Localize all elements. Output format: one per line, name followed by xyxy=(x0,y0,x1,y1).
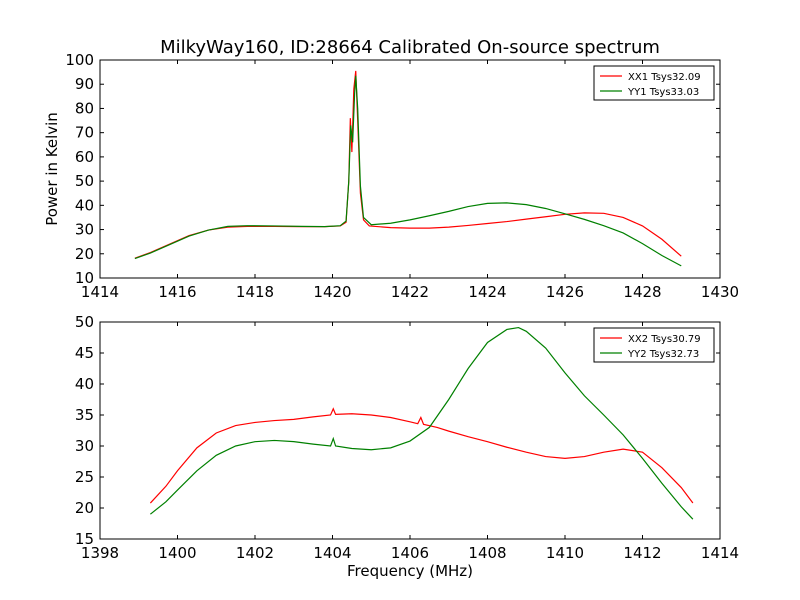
y-tick-label: 25 xyxy=(75,468,94,486)
x-tick-label: 1428 xyxy=(623,283,661,301)
y-tick-label: 90 xyxy=(75,75,94,93)
x-tick-label: 1402 xyxy=(236,544,274,562)
y-tick-label: 50 xyxy=(75,313,94,331)
top-panel: 1414 1416 1418 1420 1422 1424 1426 1428 1430 10 20… xyxy=(43,51,739,301)
legend-box xyxy=(593,327,715,363)
legend-label: YY2 Tsys32.73 xyxy=(627,349,699,360)
x-tick-label: 1410 xyxy=(546,544,584,562)
bottom-panel: 1398 1400 1402 1404 1406 1408 1410 1412 1414 15 20… xyxy=(75,313,739,580)
y-tick-label: 50 xyxy=(75,172,94,190)
x-tick-label: 1404 xyxy=(313,544,351,562)
x-tick-label: 1422 xyxy=(391,283,429,301)
x-tick-label: 1414 xyxy=(81,283,119,301)
legend: XX1 Tsys32.09 YY1 Tsys33.03 xyxy=(593,65,715,101)
x-tick-label: 1408 xyxy=(468,544,506,562)
y-tick-label: 45 xyxy=(75,344,94,362)
y-tick-label: 35 xyxy=(75,406,94,424)
y-tick-label: 15 xyxy=(75,530,94,548)
x-tick-label: 1426 xyxy=(546,283,584,301)
series-line-yy2 xyxy=(149,326,694,520)
x-tick-label: 1416 xyxy=(158,283,196,301)
x-tick-label: 1430 xyxy=(701,283,739,301)
legend-label: XX1 Tsys32.09 xyxy=(628,72,701,83)
y-tick-label: 40 xyxy=(75,375,94,393)
y-tick-label: 40 xyxy=(75,196,94,214)
x-tick-label: 1420 xyxy=(313,283,351,301)
y-tick-label: 30 xyxy=(75,437,94,455)
y-tick-label: 80 xyxy=(75,99,94,117)
y-tick-label: 30 xyxy=(75,221,94,239)
y-tick-label: 20 xyxy=(75,245,94,263)
x-axis-label: Frequency (MHz) xyxy=(347,562,473,580)
y-tick-label: 20 xyxy=(75,499,94,517)
legend-box xyxy=(593,65,715,101)
y-tick-label: 60 xyxy=(75,148,94,166)
x-tick-label: 1412 xyxy=(623,544,661,562)
legend: XX2 Tsys30.79 YY2 Tsys32.73 xyxy=(593,327,715,363)
y-tick-label: 10 xyxy=(75,269,94,287)
y-tick-label: 70 xyxy=(75,124,94,142)
series-line-xx2 xyxy=(149,407,694,504)
series-line-yy1 xyxy=(134,75,682,267)
x-tick-label: 1398 xyxy=(81,544,119,562)
x-tick-label: 1406 xyxy=(391,544,429,562)
y-tick-label: 100 xyxy=(65,51,94,69)
x-tick-label: 1400 xyxy=(158,544,196,562)
figure-title: MilkyWay160, ID:28664 Calibrated On-sour… xyxy=(160,37,660,58)
legend-label: YY1 Tsys33.03 xyxy=(627,87,699,98)
x-tick-label: 1414 xyxy=(701,544,739,562)
x-tick-label: 1424 xyxy=(468,283,506,301)
y-axis-label: Power in Kelvin xyxy=(43,112,61,226)
x-tick-label: 1418 xyxy=(236,283,274,301)
legend-label: XX2 Tsys30.79 xyxy=(628,334,701,345)
